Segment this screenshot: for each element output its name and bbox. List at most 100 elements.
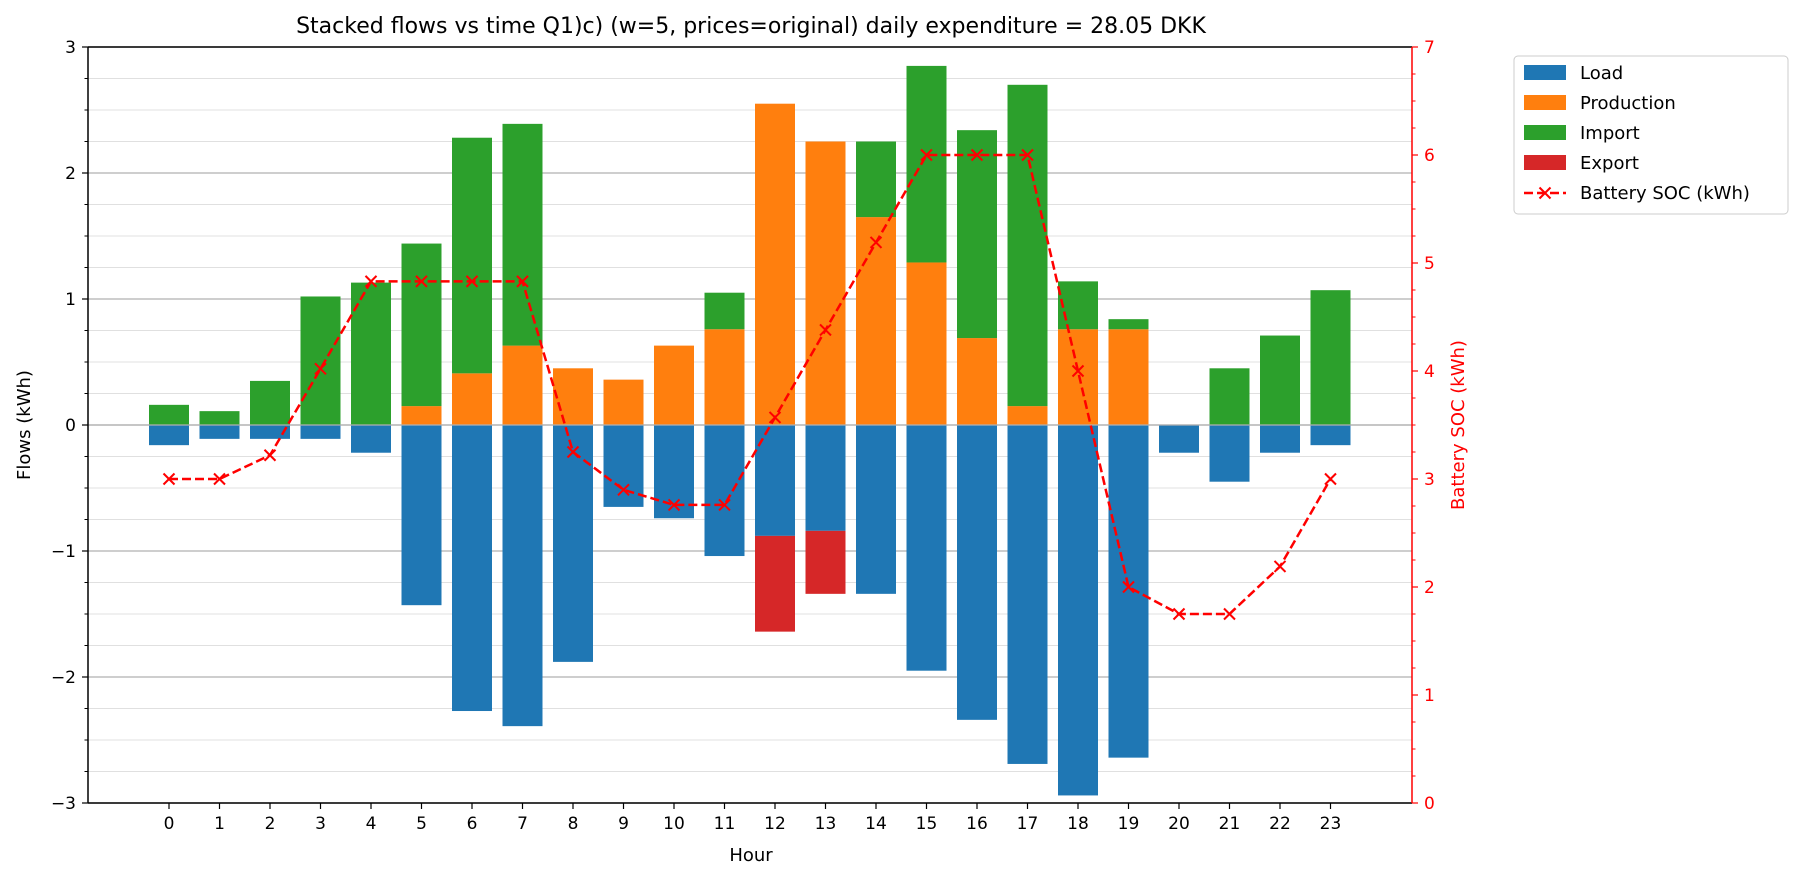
bar-load-19 [1108, 425, 1149, 758]
bar-load-11 [704, 425, 745, 557]
bar-import-0 [149, 404, 189, 425]
bar-production-19 [1108, 329, 1149, 425]
y2-tick-label: 2 [1424, 578, 1435, 598]
bar-production-11 [704, 329, 745, 425]
y2-tick-label: 5 [1424, 254, 1435, 274]
x-tick-label: 1 [214, 814, 225, 834]
bar-load-22 [1260, 425, 1300, 453]
bar-load-13 [805, 425, 846, 531]
legend: Load Production Import Export Battery SOC (k… [1513, 55, 1789, 215]
bar-export-12 [755, 535, 795, 632]
soc-marker-8 [566, 445, 580, 459]
soc-marker-17 [1021, 148, 1034, 162]
bar-load-20 [1159, 425, 1199, 453]
y-tick-label: 0 [65, 416, 76, 436]
bar-production-10 [654, 345, 694, 425]
y2-tick-label: 3 [1424, 470, 1435, 490]
bar-import-1 [199, 411, 240, 425]
x-tick-label: 11 [714, 814, 736, 834]
x-tick-label: 19 [1118, 814, 1140, 834]
x-tick-label: 6 [467, 814, 478, 834]
y-tick-label: 3 [65, 38, 76, 58]
soc-marker-10 [667, 498, 681, 512]
bar-production-8 [553, 368, 593, 425]
bar-import-18 [1058, 281, 1098, 330]
bar-import-17 [1007, 84, 1048, 407]
y-tick-label: −1 [51, 542, 76, 562]
legend-label: Battery SOC (kWh) [1580, 183, 1750, 204]
soc-marker-14 [869, 236, 883, 249]
y-tick-label: 1 [65, 290, 76, 310]
bar-import-14 [856, 141, 896, 218]
bar-load-16 [957, 425, 997, 720]
soc-marker-7 [516, 275, 529, 288]
legend-swatch-production [1524, 95, 1566, 110]
y-tick-label: −3 [51, 794, 76, 814]
soc-line-layer [162, 148, 1337, 621]
soc-marker-12 [768, 411, 782, 424]
bar-export-13 [805, 530, 846, 594]
soc-marker-3 [314, 362, 327, 376]
bar-load-12 [755, 425, 795, 536]
legend-label: Import [1580, 123, 1640, 144]
bar-production-15 [906, 262, 947, 425]
soc-marker-0 [162, 472, 176, 486]
bar-load-9 [603, 425, 644, 507]
x-tick-label: 15 [916, 814, 938, 834]
bar-production-12 [755, 103, 795, 425]
x-tick-label: 23 [1320, 814, 1342, 834]
bar-import-16 [957, 130, 997, 339]
bar-import-23 [1310, 290, 1351, 425]
soc-marker-15 [920, 148, 933, 162]
soc-marker-19 [1122, 580, 1135, 594]
y2-tick-label: 0 [1424, 794, 1435, 814]
bar-production-7 [502, 345, 543, 425]
bar-load-3 [300, 425, 341, 439]
bar-production-14 [856, 217, 896, 425]
x-tick-label: 0 [164, 814, 175, 834]
legend-label: Production [1580, 93, 1676, 114]
bars-layer [149, 65, 1351, 796]
y-tick-label: 2 [65, 164, 76, 184]
soc-marker-9 [617, 483, 630, 497]
y2-tick-label: 4 [1424, 362, 1435, 382]
y2-tick-label: 6 [1424, 146, 1435, 166]
x-tick-label: 12 [764, 814, 786, 834]
legend-swatch-soc [1524, 186, 1566, 200]
bar-production-16 [957, 338, 997, 425]
x-tick-label: 3 [315, 814, 326, 834]
x-tick-label: 7 [517, 814, 528, 834]
x-tick-label: 21 [1219, 814, 1241, 834]
x-tick-label: 5 [416, 814, 427, 834]
x-axis-title: Hour [729, 845, 773, 866]
bar-import-11 [704, 292, 745, 330]
bar-load-21 [1209, 425, 1250, 482]
x-tick-label: 10 [663, 814, 685, 834]
chart-title: Stacked flows vs time Q1)c) (w=5, prices… [296, 14, 1206, 39]
bar-load-0 [149, 425, 189, 446]
bar-import-6 [452, 137, 492, 374]
x-tick-label: 18 [1067, 814, 1089, 834]
bar-load-23 [1310, 425, 1351, 446]
soc-marker-4 [364, 275, 378, 288]
soc-marker-11 [718, 498, 731, 512]
soc-marker-16 [970, 148, 984, 162]
bar-production-6 [452, 373, 492, 425]
soc-marker-22 [1273, 560, 1287, 573]
x-tick-label: 8 [568, 814, 579, 834]
bar-load-5 [401, 425, 442, 606]
x-tick-label: 16 [966, 814, 988, 834]
bar-production-18 [1058, 329, 1098, 425]
legend-label: Load [1580, 63, 1623, 84]
soc-marker-5 [415, 275, 428, 288]
soc-marker-2 [263, 449, 277, 462]
y-tick-label: −2 [51, 668, 76, 688]
legend-swatch-export [1524, 155, 1566, 170]
soc-marker-18 [1071, 364, 1085, 378]
bar-import-19 [1108, 319, 1149, 330]
y2-axis-title: Battery SOC (kWh) [1448, 340, 1469, 510]
legend-label: Export [1580, 153, 1639, 174]
x-tick-label: 14 [865, 814, 887, 834]
